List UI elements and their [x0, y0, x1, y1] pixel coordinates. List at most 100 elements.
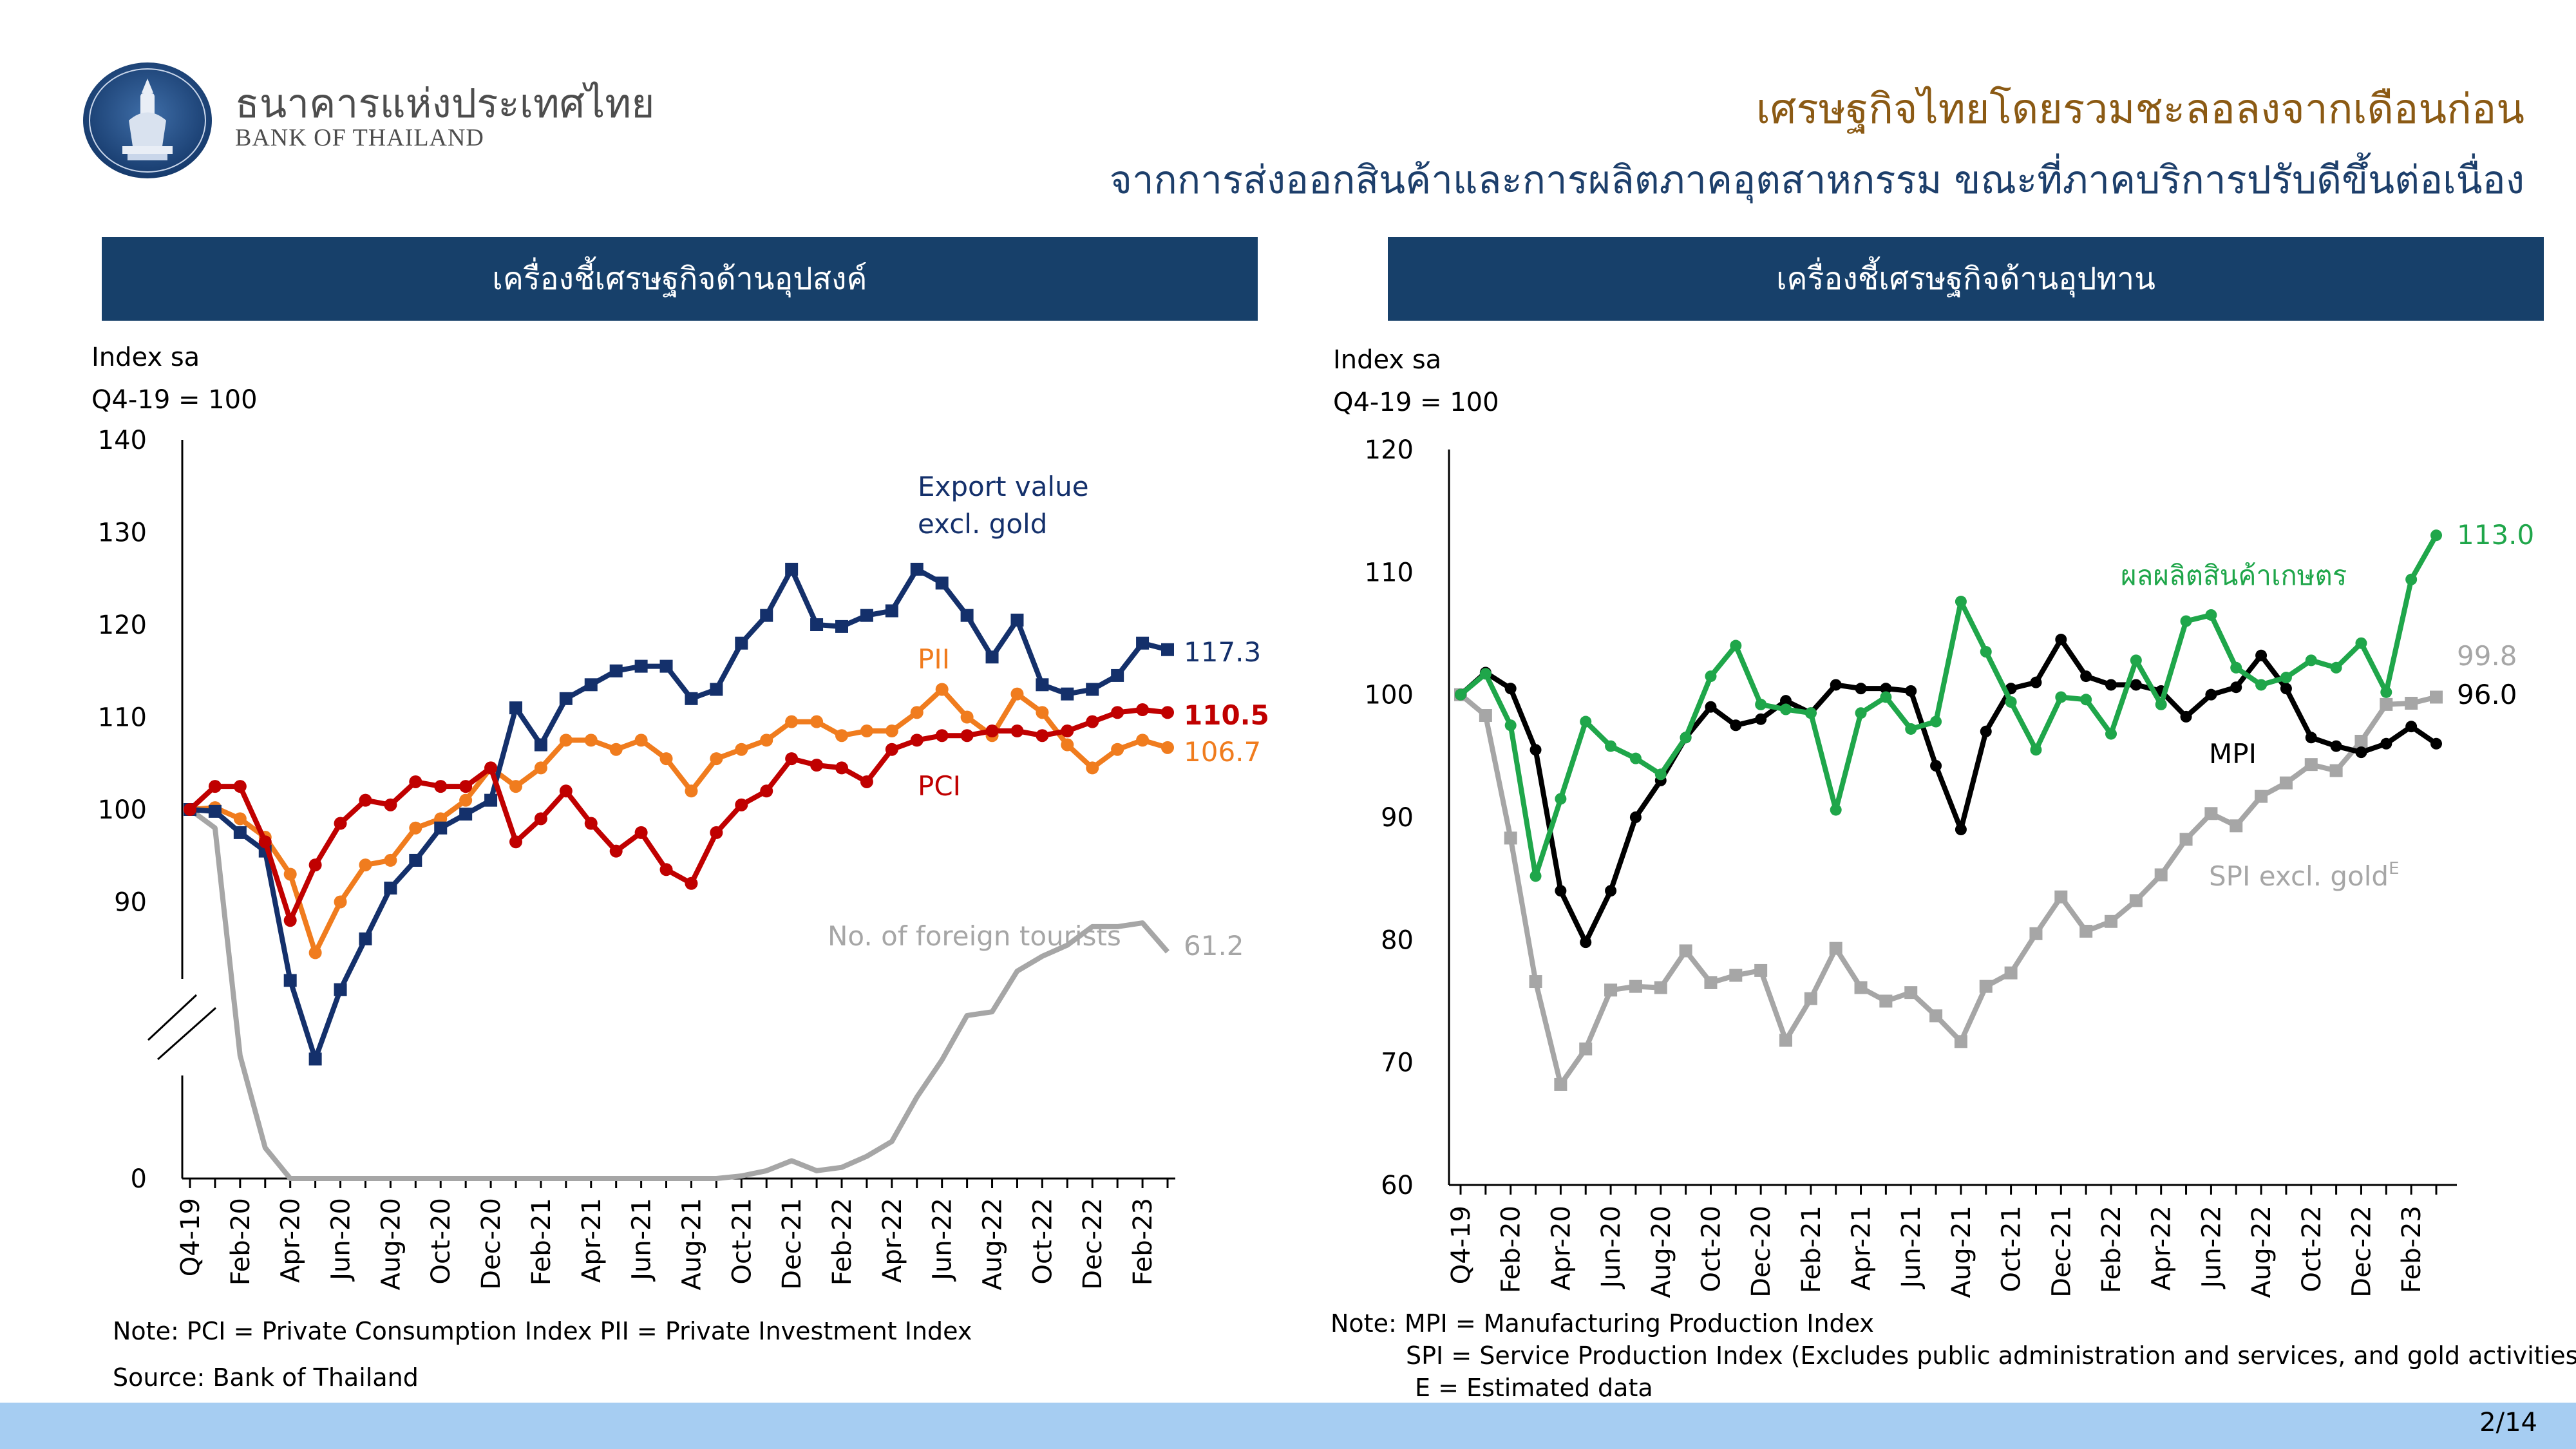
left-series-point [634, 826, 648, 839]
right-series-point [1455, 688, 1466, 701]
left-series-point [509, 701, 522, 715]
right-series-point [2405, 573, 2418, 585]
left-series-point [835, 620, 848, 633]
left-series-point [609, 664, 623, 677]
right-series-point [1605, 885, 1617, 897]
right-note-line-3: E = Estimated data [1415, 1374, 1653, 1402]
left-series-point [985, 650, 999, 664]
right-series-point [1755, 698, 1767, 710]
footer-bar [0, 1403, 2576, 1449]
left-x-tick-label: Jun-22 [928, 1198, 958, 1282]
right-series-point [1905, 723, 1917, 735]
right-series-point [2255, 649, 2268, 661]
left-x-tick-label: Feb-22 [828, 1198, 857, 1285]
right-series-point [2380, 697, 2393, 711]
left-x-tick-label: Apr-22 [878, 1198, 907, 1283]
left-series-line [188, 807, 1170, 1181]
right-series-point [1730, 719, 1742, 732]
right-series-point [1555, 885, 1567, 897]
left-series-point [283, 867, 297, 881]
right-series-point [2055, 634, 2067, 646]
left-series-point [233, 812, 247, 826]
left-series-point [960, 609, 974, 622]
left-x-tick-label: Jun-21 [627, 1198, 657, 1282]
right-series-point [2355, 637, 2367, 649]
right-series-point [1980, 725, 1992, 737]
right-series-point [2155, 698, 2167, 710]
left-series-point [559, 734, 573, 747]
right-series-point [1705, 701, 1717, 713]
right-series-point [1530, 744, 1542, 756]
left-series-point [659, 863, 673, 876]
left-x-tick-label: Jun-20 [327, 1198, 356, 1282]
left-series-line [188, 707, 1168, 923]
right-series-point [2154, 868, 2168, 882]
left-series-point [685, 784, 698, 798]
mpi-series-label: MPI [2209, 738, 2257, 770]
left-series-point [609, 743, 623, 756]
right-series-point [1955, 596, 1967, 608]
right-x-tick-label: Apr-20 [1546, 1206, 1576, 1291]
right-series-point [2005, 696, 2017, 708]
right-series-point [2355, 746, 2367, 759]
right-x-tick-label: Feb-21 [1797, 1206, 1826, 1293]
left-series-point [459, 808, 473, 821]
right-series-point [2305, 654, 2317, 667]
left-x-tick-label: Dec-22 [1078, 1198, 1108, 1290]
left-x-tick-label: Dec-20 [477, 1198, 506, 1290]
left-series-point [1061, 738, 1074, 752]
right-series-point [1580, 936, 1592, 949]
left-series-point [409, 775, 422, 788]
left-series-point [634, 734, 648, 747]
right-series-point [2054, 890, 2068, 904]
demand-panel-title: เครื่องชี้เศรษฐกิจด้านอุปสงค์ [102, 237, 1258, 321]
left-series-point [910, 706, 923, 719]
left-series-point [885, 724, 898, 738]
bank-name-english: BANK OF THAILAND [235, 124, 484, 151]
right-series-point [1730, 639, 1742, 652]
pii-series-label: PII [918, 643, 950, 675]
left-series-point [1136, 703, 1150, 717]
right-series-point [1479, 668, 1492, 680]
right-series-point [2204, 807, 2218, 820]
pci-end-label: 110.5 [1184, 699, 1269, 731]
left-y-tick-label: 140 [98, 426, 147, 455]
right-series-point [1930, 715, 1942, 728]
left-series-point [434, 780, 448, 793]
left-series-point [534, 812, 547, 826]
left-series-point [910, 562, 923, 576]
demand-indicators-chart: Index sa Q4-19 = 100 140130120110100900 … [91, 343, 1269, 1290]
right-series-point [1605, 740, 1617, 752]
right-series-point [1679, 944, 1692, 958]
spi-end-label: 99.8 [2457, 640, 2517, 672]
right-series-point [1479, 709, 1492, 723]
right-series-point [1804, 707, 1817, 719]
left-series-point [835, 729, 848, 743]
tourists-end-label: 61.2 [1184, 930, 1244, 961]
right-series-point [2380, 737, 2392, 750]
left-series-point [1111, 668, 1124, 682]
left-x-tick-label: Q4-19 [176, 1198, 205, 1276]
left-series-point [384, 798, 397, 811]
left-series-point [760, 609, 773, 622]
right-y-tick-label: 70 [1381, 1048, 1414, 1078]
left-series-point [384, 881, 397, 895]
right-series-point [1554, 1077, 1567, 1091]
left-series-point [785, 562, 799, 576]
left-series-point [835, 761, 848, 775]
right-series-point [2255, 679, 2268, 691]
right-series-point [2004, 966, 2018, 980]
right-series-point [1754, 963, 1768, 977]
right-series-point [2205, 609, 2217, 621]
left-series-point [985, 724, 999, 738]
right-series-point [1880, 691, 1892, 703]
right-x-tick-label: Dec-21 [2047, 1206, 2076, 1298]
right-x-tick-label: Jun-22 [2197, 1206, 2226, 1290]
right-x-tick-label: Oct-21 [1997, 1206, 2027, 1293]
right-series-point [1530, 870, 1542, 882]
left-series-point [308, 1052, 322, 1066]
right-x-tick-label: Apr-21 [1847, 1206, 1877, 1291]
export-end-label: 117.3 [1184, 636, 1261, 668]
left-series-point [1111, 706, 1124, 719]
left-series-point [634, 659, 648, 673]
